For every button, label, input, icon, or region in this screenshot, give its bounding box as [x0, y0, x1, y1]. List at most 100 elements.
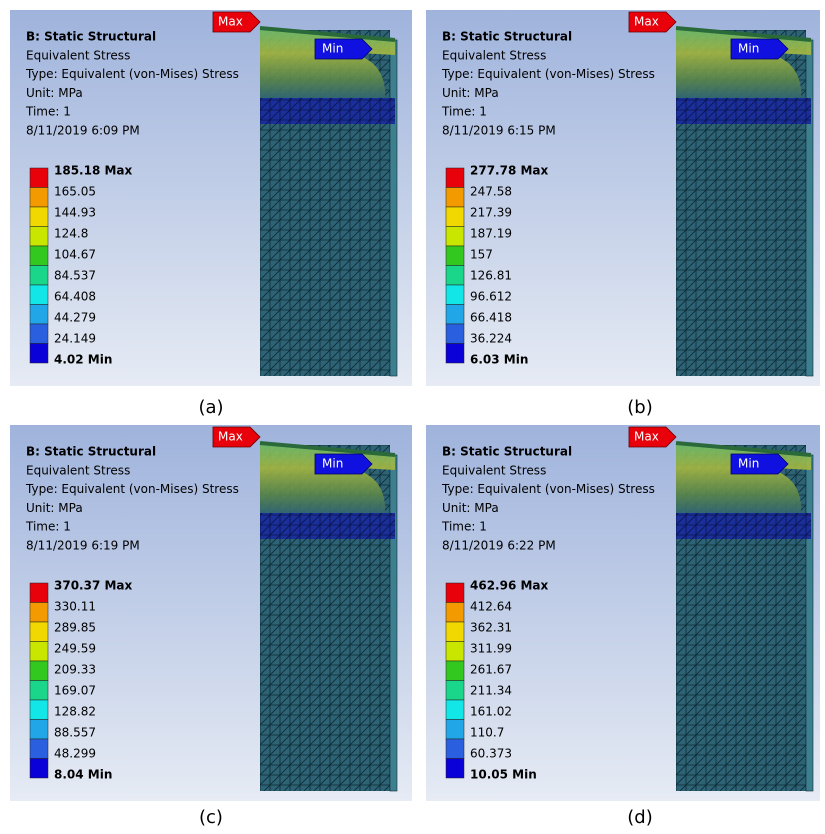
min-tag [730, 453, 789, 475]
mesh-band [260, 98, 395, 124]
legend-swatch [445, 265, 465, 286]
legend-label: 24.149 [54, 332, 96, 346]
legend-swatch [445, 245, 465, 266]
legend-swatch [445, 602, 465, 623]
legend-swatch [29, 343, 49, 364]
legend-label: 66.418 [470, 311, 512, 325]
legend-label: 370.37 Max [54, 579, 133, 593]
info-type: Type: Equivalent (von-Mises) Stress [25, 67, 239, 81]
legend-swatch [29, 284, 49, 305]
legend-label: 84.537 [54, 269, 96, 283]
caption: (a) [198, 397, 223, 418]
analysis-title: B: Static Structural [26, 445, 156, 459]
max-tag [628, 426, 677, 448]
min-tag-label: Min [738, 42, 759, 56]
legend-label: 96.612 [470, 290, 512, 304]
info-result: Equivalent Stress [442, 464, 546, 478]
legend-label: 462.96 Max [470, 579, 549, 593]
mesh-band [260, 513, 395, 539]
info-date: 8/11/2019 6:19 PM [26, 538, 140, 552]
panel: Max Min B: Static Structural Equivalent Str… [10, 425, 412, 801]
legend-swatch [29, 660, 49, 681]
min-tag [314, 453, 373, 475]
legend-label: 104.67 [54, 248, 96, 262]
legend-label: 185.18 Max [54, 164, 133, 178]
mesh-band [676, 98, 811, 124]
mesh-side [389, 39, 398, 377]
legend-label: 187.19 [470, 227, 512, 241]
max-tag [628, 11, 677, 33]
legend-swatch [29, 738, 49, 759]
legend-swatch [445, 284, 465, 305]
mesh-edge [675, 26, 812, 42]
info-time: Time: 1 [441, 105, 487, 119]
legend-swatch [29, 167, 49, 188]
min-tag [730, 38, 789, 60]
legend-swatch [445, 304, 465, 325]
info-unit: Unit: MPa [26, 86, 83, 100]
legend-label: 44.279 [54, 311, 96, 325]
legend-swatch [29, 758, 49, 779]
panel: Max Min B: Static Structural Equivalent Str… [10, 10, 412, 386]
info-unit: Unit: MPa [26, 501, 83, 515]
min-tag [314, 38, 373, 60]
info-result: Equivalent Stress [26, 464, 130, 478]
legend-swatch [445, 641, 465, 662]
legend-label: 126.81 [470, 269, 512, 283]
legend-label: 412.64 [470, 600, 512, 614]
caption: (d) [627, 807, 652, 828]
legend-label: 249.59 [54, 642, 96, 656]
min-tag-label: Min [322, 457, 343, 471]
legend-label: 311.99 [470, 642, 512, 656]
legend-swatch [445, 699, 465, 720]
legend-swatch [445, 621, 465, 642]
legend-label: 169.07 [54, 684, 96, 698]
legend-swatch [445, 167, 465, 188]
info-type: Type: Equivalent (von-Mises) Stress [441, 482, 655, 496]
info-result: Equivalent Stress [442, 49, 546, 63]
legend-swatch [29, 245, 49, 266]
legend-swatch [445, 206, 465, 227]
mesh-edge [259, 26, 396, 42]
legend-label: 60.373 [470, 747, 512, 761]
legend-label: 277.78 Max [470, 164, 549, 178]
legend-label: 88.557 [54, 726, 96, 740]
legend-swatch [29, 323, 49, 344]
info-unit: Unit: MPa [442, 501, 499, 515]
legend-label: 165.05 [54, 185, 96, 199]
analysis-title: B: Static Structural [26, 30, 156, 44]
max-tag [212, 11, 261, 33]
max-tag-label: Max [218, 15, 243, 29]
legend-swatch [29, 621, 49, 642]
info-time: Time: 1 [25, 520, 71, 534]
legend-label: 48.299 [54, 747, 96, 761]
info-result: Equivalent Stress [26, 49, 130, 63]
legend-swatch [29, 265, 49, 286]
legend-swatch [445, 323, 465, 344]
max-tag-label: Max [634, 430, 659, 444]
legend-swatch [29, 719, 49, 740]
legend-label: 362.31 [470, 621, 512, 635]
legend-swatch [445, 680, 465, 701]
legend-swatch [445, 719, 465, 740]
legend-swatch [445, 226, 465, 247]
legend-swatch [29, 680, 49, 701]
info-type: Type: Equivalent (von-Mises) Stress [441, 67, 655, 81]
analysis-title: B: Static Structural [442, 30, 572, 44]
legend-swatch [445, 738, 465, 759]
legend-label: 64.408 [54, 290, 96, 304]
info-date: 8/11/2019 6:15 PM [442, 123, 556, 137]
legend-label: 4.02 Min [54, 353, 112, 367]
legend-swatch [445, 660, 465, 681]
legend-label: 124.8 [54, 227, 88, 241]
legend-swatch [445, 187, 465, 208]
info-unit: Unit: MPa [442, 86, 499, 100]
info-date: 8/11/2019 6:22 PM [442, 538, 556, 552]
mesh-edge [675, 441, 812, 457]
legend-swatch [445, 582, 465, 603]
legend-swatch [445, 758, 465, 779]
legend-label: 211.34 [470, 684, 512, 698]
panel: Max Min B: Static Structural Equivalent Str… [426, 10, 820, 386]
mesh-edge [259, 441, 396, 457]
